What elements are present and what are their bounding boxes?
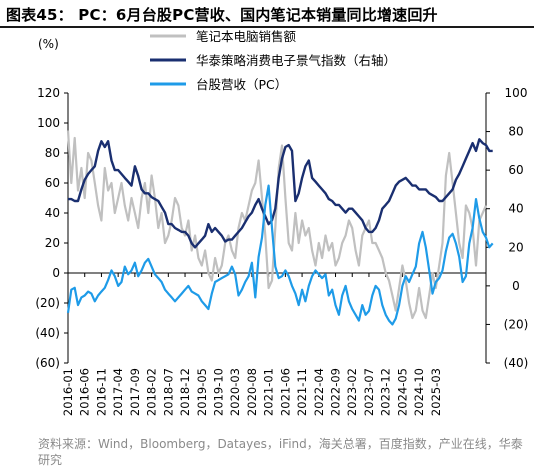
- left-tick-label: 40: [45, 206, 60, 220]
- x-tick-label: 2021-11: [295, 368, 309, 416]
- legend-label-1: 笔记本电脑销售额: [196, 29, 297, 44]
- legend-label-3: 台股营收（PC）: [196, 77, 287, 92]
- x-tick-label: 2016-11: [94, 368, 108, 416]
- right-tick-label: (20): [504, 317, 529, 331]
- right-tick-label: 40: [508, 202, 523, 216]
- x-tick-label: 2021-01: [262, 368, 276, 416]
- series-line-1: [66, 130, 488, 320]
- series-layer: [66, 130, 494, 326]
- right-tick-label: 20: [508, 240, 523, 254]
- left-tick-label: (20): [35, 296, 60, 310]
- x-tick-label: 2020-08: [245, 368, 259, 416]
- x-tick-label: 2019-05: [195, 368, 209, 416]
- axes-layer: (%) 120 100 80 60 40 20 0 (20) (40) (60) 100 80 60 40 2…: [35, 37, 528, 416]
- left-tick-label: 60: [45, 176, 60, 190]
- x-tick-label: 2025-03: [429, 368, 443, 416]
- left-tick-label: (60): [35, 356, 60, 370]
- x-tick-label: 2018-07: [161, 368, 175, 416]
- series-line-3: [66, 184, 494, 326]
- left-tick-label: (40): [35, 326, 60, 340]
- x-tick-label: 2023-07: [362, 368, 376, 416]
- x-tick-label: 2022-04: [312, 368, 326, 416]
- figure-title: 图表45： PC：6月台股PC营收、国内笔记本销量同比增速回升: [6, 6, 438, 24]
- x-tick-label: 2018-02: [145, 368, 159, 416]
- x-tick-label: 2022-09: [329, 368, 343, 416]
- source-note: 资料来源：Wind，Bloomberg，Datayes，iFind，海关总署，百…: [38, 437, 523, 467]
- x-tick-label: 2023-02: [345, 368, 359, 416]
- left-tick-label: 120: [37, 86, 60, 100]
- x-tick-label: 2017-09: [128, 368, 142, 416]
- right-tick-label: 100: [505, 86, 528, 100]
- series-line-2: [68, 138, 493, 249]
- legend-label-2: 华泰策略消费电子景气指数（右轴）: [196, 53, 396, 68]
- x-tick-label: 2024-10: [412, 368, 426, 416]
- right-tick-label: 0: [512, 279, 520, 293]
- left-tick-label: 20: [45, 236, 60, 250]
- right-tick-label: 80: [508, 125, 523, 139]
- x-tick-label: 2024-05: [395, 368, 409, 416]
- x-tick-label: 2020-03: [228, 368, 242, 416]
- left-tick-label: 0: [52, 266, 60, 280]
- x-tick-label: 2016-01: [61, 368, 75, 416]
- unit-label: (%): [38, 37, 59, 51]
- x-tick-label: 2016-06: [78, 368, 92, 416]
- left-tick-label: 100: [37, 116, 60, 130]
- x-tick-label: 2023-12: [379, 368, 393, 416]
- right-tick-label: (40): [504, 356, 529, 370]
- right-tick-label: 60: [508, 163, 523, 177]
- x-tick-label: 2019-10: [211, 368, 225, 416]
- left-tick-label: 80: [45, 146, 60, 160]
- x-tick-label: 2021-06: [278, 368, 292, 416]
- title-rule: [0, 26, 534, 28]
- x-tick-label: 2017-04: [111, 368, 125, 416]
- x-tick-label: 2018-12: [178, 368, 192, 416]
